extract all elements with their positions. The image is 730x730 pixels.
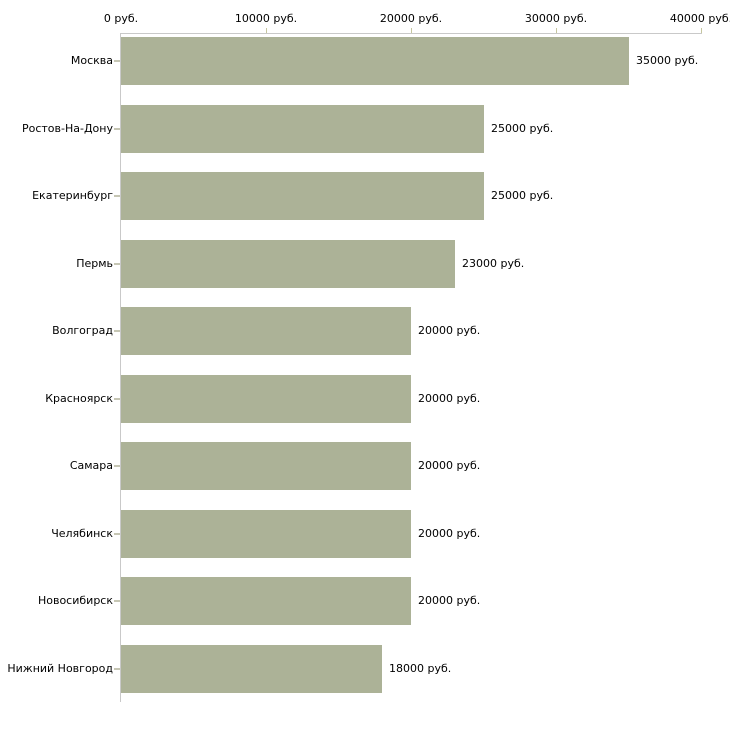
category-label: Челябинск — [51, 527, 113, 540]
y-axis-tick-mark — [114, 668, 120, 670]
x-axis-tick-label: 20000 руб. — [379, 12, 443, 25]
y-axis-tick-mark — [114, 195, 120, 197]
y-axis-tick-mark — [114, 465, 120, 467]
category-label: Пермь — [76, 257, 113, 270]
y-axis-tick-mark — [114, 128, 120, 130]
category-label: Нижний Новгород — [7, 662, 113, 675]
category-label: Ростов-На-Дону — [21, 122, 113, 135]
x-axis-line — [120, 33, 702, 34]
x-axis-tick-label: 0 руб. — [103, 12, 139, 25]
bar — [121, 375, 411, 423]
category-label: Новосибирск — [37, 594, 113, 607]
value-label: 25000 руб. — [491, 189, 554, 202]
x-axis-tick-label: 30000 руб. — [524, 12, 588, 25]
category-label: Екатеринбург — [32, 189, 113, 202]
y-axis-tick-mark — [114, 330, 120, 332]
value-label: 20000 руб. — [418, 594, 481, 607]
bar — [121, 510, 411, 558]
y-axis-tick-mark — [114, 600, 120, 602]
bar — [121, 172, 484, 220]
bar — [121, 240, 455, 288]
x-axis-tick-mark — [411, 28, 412, 33]
y-axis-tick-mark — [114, 263, 120, 265]
bar — [121, 105, 484, 153]
value-label: 20000 руб. — [418, 527, 481, 540]
y-axis-tick-mark — [114, 533, 120, 535]
x-axis-tick-mark — [266, 28, 267, 33]
value-label: 20000 руб. — [418, 459, 481, 472]
bar — [121, 37, 629, 85]
category-label: Красноярск — [45, 392, 113, 405]
y-axis-tick-mark — [114, 60, 120, 62]
category-label: Самара — [69, 459, 113, 472]
x-axis-tick-mark — [556, 28, 557, 33]
x-axis-tick-mark — [701, 28, 702, 33]
value-label: 20000 руб. — [418, 392, 481, 405]
value-label: 35000 руб. — [636, 54, 699, 67]
value-label: 20000 руб. — [418, 324, 481, 337]
value-label: 25000 руб. — [491, 122, 554, 135]
bar — [121, 577, 411, 625]
x-axis-tick-label: 40000 руб. — [669, 12, 730, 25]
bar — [121, 645, 382, 693]
value-label: 23000 руб. — [462, 257, 525, 270]
x-axis-tick-label: 10000 руб. — [234, 12, 298, 25]
category-label: Москва — [70, 54, 113, 67]
value-label: 18000 руб. — [389, 662, 452, 675]
bar — [121, 442, 411, 490]
y-axis-tick-mark — [114, 398, 120, 400]
y-axis-line — [120, 33, 121, 702]
bar — [121, 307, 411, 355]
category-label: Волгоград — [52, 324, 113, 337]
